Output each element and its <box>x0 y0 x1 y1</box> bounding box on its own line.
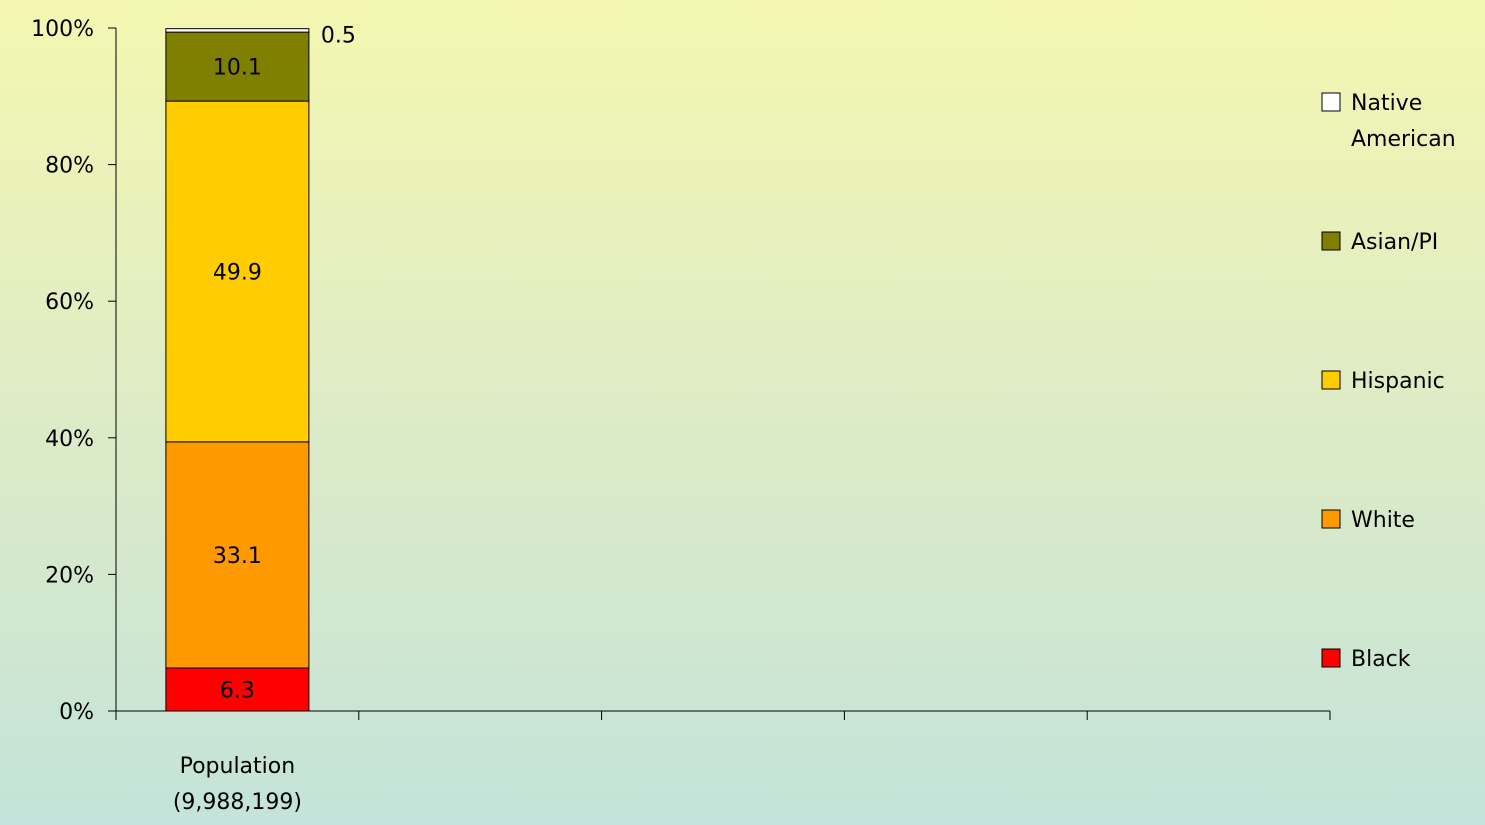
y-tick-label: 80% <box>45 154 94 179</box>
y-tick-label: 0% <box>59 700 94 725</box>
bar-segment-black <box>165 667 310 712</box>
bar-segment-native-american <box>165 28 310 33</box>
legend-swatch-native-american <box>1321 92 1341 112</box>
bar-segment-white <box>165 441 310 669</box>
data-label: 33.1 <box>213 544 262 569</box>
bar-segment-asian-pi <box>165 31 310 102</box>
legend-swatch-asian-pi <box>1321 231 1341 251</box>
chart-legend: Native American Asian/PI Hispanic White Black <box>1321 91 1456 672</box>
y-tick-label: 20% <box>45 563 94 588</box>
legend-swatch-white <box>1321 509 1341 529</box>
data-label: 10.1 <box>213 56 262 81</box>
y-tick-label: 100% <box>31 17 94 42</box>
legend-swatch-black <box>1321 648 1341 668</box>
legend-label-hispanic: Hispanic <box>1351 369 1445 394</box>
x-category-label: Population (9,988,199) <box>173 754 302 815</box>
data-label: 6.3 <box>220 678 255 703</box>
y-tick-label: 40% <box>45 427 94 452</box>
legend-label-native-american: Native American <box>1351 91 1456 152</box>
legend-label-black: Black <box>1351 647 1411 672</box>
data-label: 49.9 <box>213 260 262 285</box>
legend-label-asian-pi: Asian/PI <box>1351 230 1438 255</box>
chart-bars: 6.3 33.1 49.9 10.1 0.5 <box>165 24 356 712</box>
chart-axes: 0% 20% 40% 60% 80% 100% Population (9,988,199) <box>31 17 1331 815</box>
data-label: 0.5 <box>321 24 356 49</box>
legend-swatch-hispanic <box>1321 370 1341 390</box>
y-tick-label: 60% <box>45 290 94 315</box>
legend-label-white: White <box>1351 508 1415 533</box>
